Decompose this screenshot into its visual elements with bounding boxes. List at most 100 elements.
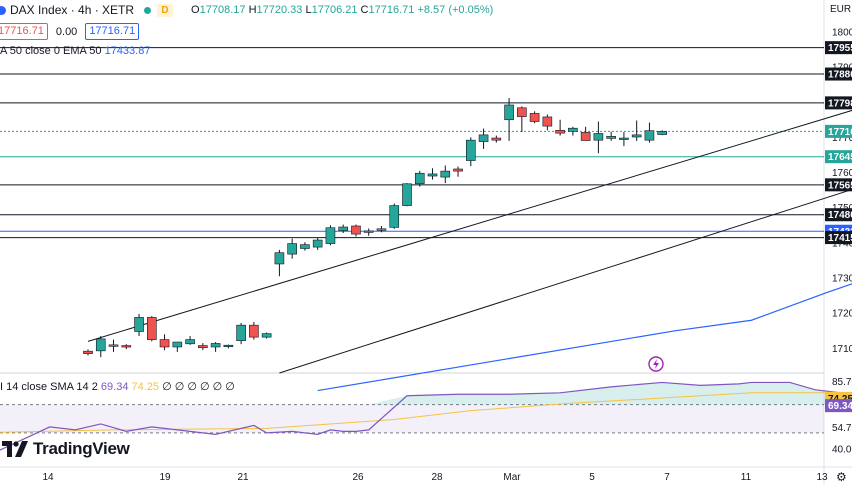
channel-lower-line — [279, 188, 852, 374]
price-level-label-text: 17565 — [828, 180, 852, 191]
candle — [644, 122, 655, 143]
time-tick-label: 11 — [741, 472, 752, 483]
candle — [593, 121, 604, 154]
rsi-tick-label: 54.70 — [832, 423, 852, 434]
candle — [198, 343, 208, 351]
rsi-legend-empty: ∅ ∅ ∅ ∅ ∅ ∅ — [162, 381, 235, 393]
candle — [606, 131, 616, 141]
candle — [568, 126, 578, 136]
candle-body — [606, 135, 616, 139]
candle — [312, 237, 323, 250]
candle — [338, 224, 349, 234]
candle-body — [555, 130, 565, 134]
price-level-label-text: 17480 — [828, 210, 852, 221]
candle — [657, 130, 668, 136]
candle — [134, 313, 144, 337]
candle — [249, 322, 259, 340]
time-tick-label: 28 — [431, 472, 443, 483]
time-tick-label: 5 — [589, 472, 595, 483]
candle-body — [351, 225, 361, 235]
candle — [580, 126, 591, 141]
ema-legend-value: 17433.87 — [104, 45, 151, 57]
candle — [325, 225, 336, 246]
sell-price-button[interactable]: 17716.71 — [0, 23, 48, 40]
candle — [363, 228, 374, 236]
candle — [95, 336, 106, 358]
candle-body — [631, 134, 642, 138]
rsi-band — [0, 404, 824, 433]
candle-body — [593, 133, 604, 141]
indicator-icon[interactable] — [648, 356, 664, 372]
price-level-label-bg — [825, 124, 852, 138]
time-tick-label: 19 — [159, 472, 171, 483]
candle-body — [95, 338, 106, 352]
tradingview-logo[interactable]: TradingView — [2, 439, 130, 459]
candle — [389, 203, 400, 229]
candle — [108, 339, 119, 352]
candle-body — [134, 317, 144, 332]
candle — [453, 166, 463, 177]
time-tick-label: 7 — [664, 472, 670, 483]
candle — [185, 336, 195, 345]
candle-body — [504, 104, 514, 121]
price-tick-label: 17100 — [832, 344, 852, 355]
symbol-title[interactable]: DAX Index · 4h · XETR — [10, 3, 135, 17]
rsi-tick-label: 85.70 — [832, 377, 852, 388]
price-tick-label: 17200 — [832, 309, 852, 320]
candle-body — [108, 344, 119, 347]
candle-body — [453, 168, 463, 172]
price-tick-label: 17300 — [832, 274, 852, 285]
trade-row: 17716.71 0.00 17716.71 — [0, 23, 140, 40]
candle-body — [644, 130, 655, 141]
candle-body — [414, 172, 425, 185]
price-level-label-bg — [825, 150, 852, 164]
delayed-badge: D — [157, 3, 174, 17]
time-tick-label: Mar — [503, 472, 521, 483]
candle-body — [325, 227, 336, 244]
rsi-legend[interactable]: I 14 close SMA 14 2 69.34 74.25 ∅ ∅ ∅ ∅ … — [0, 380, 235, 393]
price-tick-label: 18000 — [832, 27, 852, 38]
price-level-label-text: 17880 — [828, 70, 852, 81]
buy-price-button[interactable]: 17716.71 — [85, 23, 140, 40]
candle — [300, 242, 310, 251]
time-tick-label: 14 — [42, 472, 54, 483]
candle — [402, 183, 412, 207]
symbol-icon — [0, 5, 6, 15]
candle — [121, 344, 132, 350]
rsi-sma-line — [0, 392, 852, 433]
tradingview-logo-icon — [2, 441, 28, 457]
ema-legend[interactable]: A 50 close 0 EMA 50 17433.87 — [0, 45, 150, 57]
price-level-label-text: 17645 — [828, 152, 852, 163]
candle-body — [236, 324, 246, 341]
candle-body — [312, 239, 323, 248]
candle-body — [465, 139, 476, 161]
candle — [478, 128, 489, 149]
candle — [414, 170, 425, 187]
candle — [504, 97, 514, 141]
candle-body — [427, 173, 438, 177]
price-level-label-bg — [825, 67, 852, 81]
candle — [529, 111, 540, 124]
rsi-sma-legend-value: 74.25 — [131, 381, 160, 393]
price-level-label-bg — [825, 41, 852, 55]
candle-body — [440, 170, 451, 178]
candle-body — [657, 131, 668, 135]
candle-body — [491, 137, 502, 141]
channel-upper-line — [87, 109, 852, 342]
candle-body — [83, 350, 93, 354]
candle — [223, 344, 234, 349]
price-level-label-text: 17415 — [828, 233, 852, 244]
price-level-label: 17645 — [825, 150, 852, 164]
candle — [542, 114, 553, 131]
gear-icon[interactable]: ⚙ — [836, 470, 847, 484]
candle-body — [249, 324, 259, 338]
candle-body — [529, 113, 540, 122]
candle-body — [159, 339, 170, 348]
price-tick-label: 17600 — [832, 168, 852, 179]
currency-label[interactable]: EUR — [830, 4, 852, 15]
rsi-legend-value: 69.34 — [100, 381, 129, 393]
price-level-label: 17880 — [825, 67, 852, 81]
candle-body — [619, 137, 629, 140]
candle-body — [147, 317, 157, 340]
